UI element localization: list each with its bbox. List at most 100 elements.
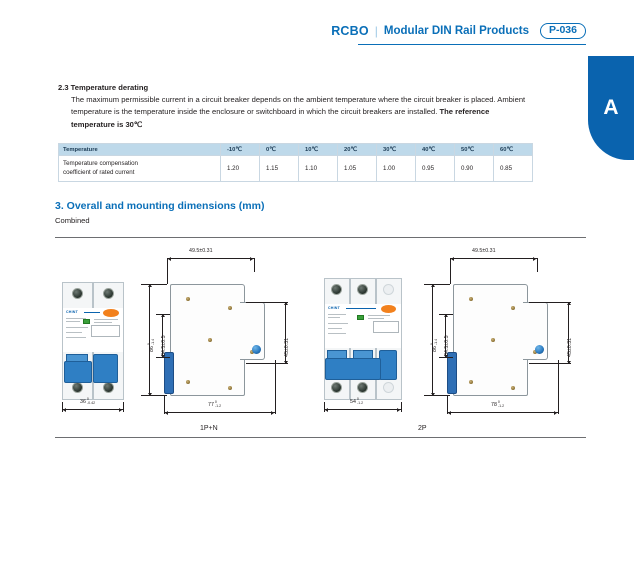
- rivet-top-right: [511, 306, 515, 310]
- table-header-col-6: 50℃: [454, 143, 494, 156]
- dimension-arrow-right: [119, 407, 122, 412]
- rivet-top-right: [228, 306, 232, 310]
- extension-line-height-bottom: [424, 395, 450, 396]
- extension-line-top-left: [167, 258, 168, 284]
- dimension-value-height: 86: [149, 346, 156, 352]
- rivet-center: [208, 338, 212, 342]
- dimension-line-bottom: [164, 412, 276, 413]
- label-text-line-1: [66, 318, 86, 319]
- brand-underline: [84, 312, 100, 314]
- tolerance-lower: -1.2: [356, 400, 364, 405]
- dimension-line-width: [324, 409, 402, 410]
- tolerance-lower-bottom: -1.2: [497, 403, 505, 408]
- table-header-col-7: 60℃: [493, 143, 533, 156]
- label-text-line-4: [368, 318, 384, 319]
- status-indicator: [83, 319, 90, 324]
- table-header-col-0: -10℃: [220, 143, 260, 156]
- rivet-center: [491, 338, 495, 342]
- label-text-line-1: [328, 314, 346, 315]
- dimension-line-inner: [445, 314, 446, 358]
- table-cell-3: 1.05: [337, 155, 377, 182]
- dimension-arrow-right: [397, 407, 400, 412]
- table-row-label: Temperature compensation coefficient of …: [58, 155, 221, 182]
- dimension-arrow-right-top: [283, 302, 288, 305]
- label-text-line-3: [94, 319, 118, 320]
- tolerance-lower-bottom: -1.2: [214, 403, 222, 408]
- brand-logo: CHINT: [328, 306, 340, 310]
- dimension-arrow-bottom-right: [554, 410, 557, 415]
- label-text-line-2: [66, 321, 80, 322]
- section-title: 3. Overall and mounting dimensions (mm): [55, 200, 265, 212]
- dimension-arrow-height-top: [430, 284, 435, 287]
- header-separator: |: [374, 24, 378, 38]
- dimension-arrow-bottom-left: [165, 410, 168, 415]
- product-label-area: CHINT: [325, 304, 401, 348]
- toggle-lever-1[interactable]: [64, 361, 92, 383]
- terminal-screw-bottom-1: [331, 382, 342, 393]
- label-text-line-6: [66, 332, 82, 333]
- rivet-bottom-left: [469, 380, 473, 384]
- dimension-arrow-bottom-left: [448, 410, 451, 415]
- toggle-lever-2[interactable]: [93, 354, 118, 383]
- paragraph-text: The maximum permissible current in a cir…: [71, 95, 526, 117]
- dimension-line-bottom: [447, 412, 559, 413]
- tolerance-lower-height: -1.4: [150, 338, 155, 346]
- drawing-side-1pn: 49.5±0.31 86 0 -1.4 34.5±0.5 45±0.31 77 0 -1…: [140, 240, 305, 436]
- section-index-tab[interactable]: A: [588, 56, 634, 160]
- dimension-arrow-right-top: [566, 302, 571, 305]
- label-text-line-3: [368, 315, 390, 316]
- label-text-line-2: [328, 317, 340, 318]
- dimension-arrow-top-left: [168, 256, 171, 261]
- drawing-caption-left: 1P+N: [200, 425, 218, 432]
- table-cell-5: 0.95: [415, 155, 455, 182]
- brand-logo: CHINT: [66, 310, 78, 314]
- extension-line-height-top: [424, 284, 450, 285]
- test-button[interactable]: [103, 309, 119, 317]
- product-label-area: CHINT: [63, 308, 123, 352]
- table-header-col-5: 40℃: [415, 143, 455, 156]
- dimension-arrow-inner-bottom: [443, 354, 448, 358]
- rivet-top-left: [186, 297, 190, 301]
- dimension-line-top: [167, 258, 255, 259]
- terminal-screw-top-2: [357, 284, 368, 295]
- extension-line-bottom-right: [275, 360, 276, 414]
- table-header-temperature: Temperature: [58, 143, 221, 156]
- adjustment-knob[interactable]: [535, 345, 544, 354]
- dimension-arrow-inner-bottom: [160, 354, 165, 358]
- drawings-top-rule: [55, 237, 586, 238]
- dimension-label-width: 36 0 -0.42: [80, 397, 95, 406]
- extension-line-right: [401, 402, 402, 412]
- extension-line-left: [62, 402, 63, 412]
- tolerance-upper: 0: [356, 397, 359, 401]
- terminal-screw-top-1: [72, 288, 83, 299]
- breaker-side-2p-body: [453, 284, 528, 396]
- dimension-label-inner: 34.5±0.5: [161, 335, 167, 356]
- test-button[interactable]: [381, 305, 396, 313]
- terminal-screw-bottom-3: [383, 382, 394, 393]
- dimension-label-inner: 34.5±0.5: [444, 335, 450, 356]
- dimension-label-right: 45±0.31: [567, 337, 573, 357]
- dimension-arrow-left: [325, 407, 328, 412]
- brand-underline: [346, 308, 376, 310]
- table-header-col-2: 10℃: [298, 143, 338, 156]
- rivet-bottom-left: [186, 380, 190, 384]
- toggle-lever-3[interactable]: [379, 350, 397, 380]
- adjustment-knob[interactable]: [252, 345, 261, 354]
- dimension-label-right: 45±0.31: [284, 337, 290, 357]
- terminal-screw-top-1: [331, 284, 342, 295]
- extension-line-top-left: [450, 258, 451, 284]
- extension-line-inner-bottom: [156, 357, 170, 358]
- table-cell-2: 1.10: [298, 155, 338, 182]
- dimension-value-bottom: 77: [208, 402, 214, 409]
- dimension-arrow-right-bottom: [566, 360, 571, 364]
- dimension-line-inner: [162, 314, 163, 358]
- table-header-row: Temperature -10℃ 0℃ 10℃ 20℃ 30℃ 40℃ 50℃ …: [58, 143, 533, 156]
- terminal-screw-bottom-1: [72, 382, 83, 393]
- reference-temperature-note: The reference temperature is 30℃: [71, 107, 490, 129]
- rivet-top-left: [469, 297, 473, 301]
- dimension-arrow-top-left: [451, 256, 454, 261]
- toggle-lever-bar[interactable]: [325, 358, 381, 380]
- dimension-line-height-overall: [432, 284, 433, 396]
- dimension-arrow-top-right: [533, 256, 536, 261]
- drawing-front-1pn: CHINT 36 0 -0.42: [58, 240, 170, 436]
